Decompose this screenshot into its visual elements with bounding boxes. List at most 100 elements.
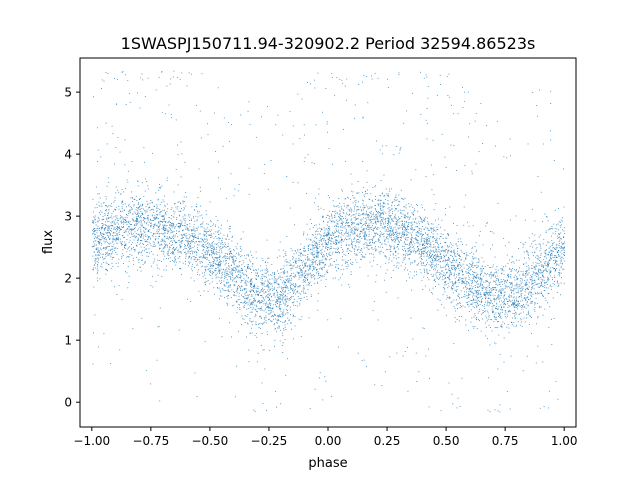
data-point <box>413 229 415 231</box>
data-point <box>282 314 284 316</box>
data-point <box>551 245 553 246</box>
data-point <box>300 293 301 295</box>
data-point <box>164 243 165 245</box>
data-point <box>312 247 314 249</box>
data-point <box>467 272 469 274</box>
data-point <box>310 264 312 266</box>
data-point <box>518 313 520 315</box>
data-point <box>499 289 501 291</box>
data-point <box>283 328 285 330</box>
data-point <box>488 305 490 307</box>
data-point <box>302 274 304 276</box>
data-point <box>229 271 231 273</box>
data-point <box>116 215 118 217</box>
data-point <box>494 409 496 411</box>
data-point <box>499 353 501 355</box>
data-point <box>419 243 421 245</box>
data-point <box>189 236 191 238</box>
data-point <box>412 338 414 340</box>
data-point <box>535 261 537 263</box>
data-point <box>357 218 359 220</box>
data-point <box>563 254 565 256</box>
data-point <box>285 284 287 286</box>
data-point <box>481 271 483 273</box>
data-point <box>265 304 267 306</box>
data-point <box>456 225 458 227</box>
data-point <box>412 262 413 264</box>
data-point <box>177 184 179 186</box>
data-point <box>359 219 361 221</box>
data-point <box>102 233 104 235</box>
data-point <box>420 221 422 222</box>
data-point <box>416 274 418 276</box>
data-point <box>246 322 248 324</box>
data-point <box>323 253 324 255</box>
data-point <box>211 254 212 256</box>
data-point <box>303 288 305 290</box>
data-point <box>500 326 502 327</box>
data-point <box>430 256 432 257</box>
data-point <box>558 283 560 285</box>
data-point <box>476 290 478 291</box>
data-point <box>519 284 521 286</box>
data-point <box>404 206 406 208</box>
data-point <box>257 288 259 290</box>
data-point <box>96 273 98 275</box>
data-point <box>163 218 165 220</box>
data-point <box>304 157 306 159</box>
data-point <box>172 216 174 218</box>
data-point <box>531 243 533 245</box>
data-point <box>97 240 99 242</box>
data-point <box>429 245 431 247</box>
data-point <box>524 291 526 293</box>
data-point <box>105 238 107 240</box>
data-point <box>491 319 493 321</box>
data-point <box>372 223 374 225</box>
data-point <box>188 216 190 218</box>
data-point <box>394 241 396 243</box>
data-point <box>196 396 198 397</box>
data-point <box>224 285 225 287</box>
data-point <box>153 205 155 207</box>
data-point <box>157 274 159 276</box>
data-point <box>395 255 397 257</box>
data-point <box>412 206 414 208</box>
data-point <box>521 306 523 308</box>
data-point <box>234 292 235 293</box>
data-point <box>559 237 561 239</box>
data-point <box>323 235 325 237</box>
data-point <box>472 270 474 272</box>
data-point <box>375 216 377 218</box>
data-point <box>336 222 338 224</box>
data-point <box>355 259 357 261</box>
data-point <box>538 272 540 274</box>
data-point <box>354 104 356 106</box>
data-point <box>468 287 470 289</box>
data-point <box>450 268 452 270</box>
data-point <box>358 201 360 203</box>
data-point <box>133 236 135 238</box>
data-point <box>451 286 453 288</box>
data-point <box>234 256 236 257</box>
data-point <box>106 269 107 270</box>
data-point <box>107 217 109 219</box>
data-point <box>425 226 427 228</box>
data-point <box>434 269 436 271</box>
data-point <box>394 215 396 217</box>
data-point <box>353 248 355 250</box>
data-point <box>455 243 457 245</box>
data-point <box>387 78 389 80</box>
data-point <box>134 250 136 252</box>
data-point <box>369 238 371 240</box>
data-point <box>275 300 277 302</box>
data-point <box>290 269 292 271</box>
data-point <box>420 260 422 262</box>
data-point <box>351 263 353 265</box>
data-point <box>194 220 196 222</box>
data-point <box>137 203 139 205</box>
data-point <box>106 232 108 234</box>
data-point <box>558 254 560 256</box>
data-point <box>123 232 125 233</box>
data-point <box>274 328 276 330</box>
data-point <box>548 260 550 262</box>
